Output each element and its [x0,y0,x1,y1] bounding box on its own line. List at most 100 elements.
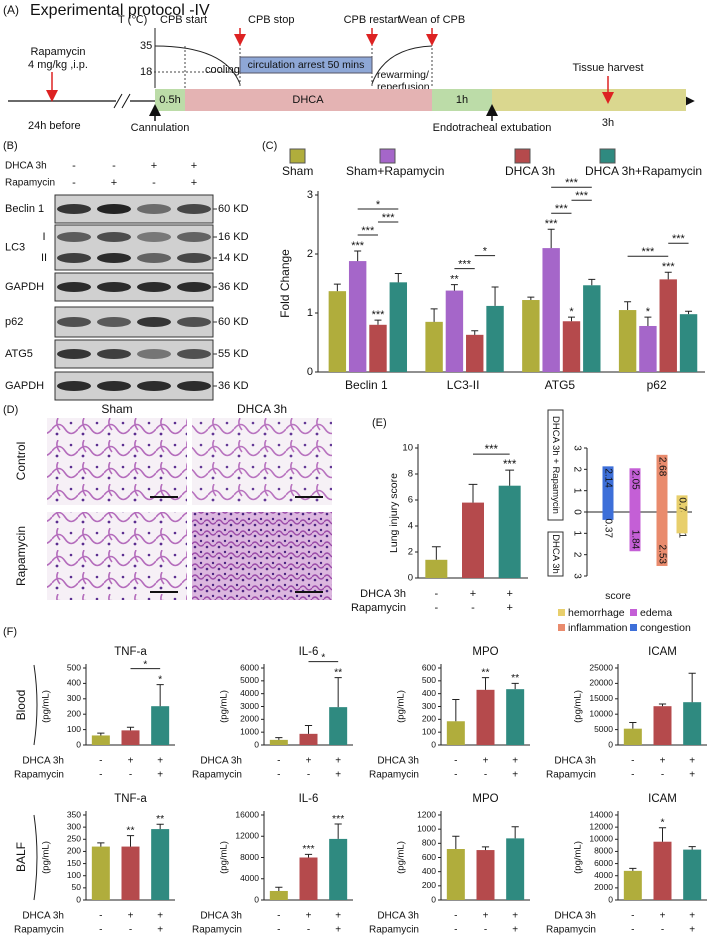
y-tick-label: 4000 [594,870,613,880]
legend-swatch [379,148,396,164]
condition-sign: - [277,911,280,922]
bar [462,502,484,578]
y-tick-label: 600 [422,852,436,862]
y-tick-label: 300 [422,701,436,711]
significance-label: *** [351,240,365,252]
condition-sign: - [661,925,664,936]
significance-label: ** [481,666,489,678]
panel-label: (B) [3,140,18,152]
significance-label: *** [372,309,386,321]
phase [432,89,492,111]
axis-label: score [605,590,631,602]
condition-sign: + [191,160,197,172]
size-label: 36 KD [218,281,249,293]
arrest-box [239,56,373,74]
condition-label: DHCA 3h [554,756,596,767]
condition-sign: - [99,925,102,936]
row-label: Blood [14,690,28,721]
bar [269,739,288,745]
condition-sign: + [157,756,163,767]
error-bar [333,283,341,292]
blot-band [57,381,91,391]
chart-title: MPO [472,793,498,805]
y-axis-label: (pg/mL) [219,841,230,874]
condition-sign: + [335,756,341,767]
error-bar [629,867,637,871]
significance-label: *** [662,261,676,273]
error-bar [511,826,519,839]
condition-sign: - [277,770,280,781]
significance-label: *** [361,225,375,237]
bar [583,285,601,372]
condition-sign: - [307,925,310,936]
blot-band [57,349,91,359]
blot-band [57,232,91,242]
significance-label: *** [641,246,655,258]
y-tick-label: 8000 [240,852,259,862]
y-tick-label: 8 [408,469,413,480]
condition-sign: - [484,925,487,936]
legend-swatch [289,148,306,164]
error-bar [471,330,479,335]
bar [269,890,288,900]
blot-band [137,204,171,214]
bar [486,305,504,372]
bar [683,702,702,745]
legend-label: DHCA 3h+Rapamycin [585,164,702,178]
condition-label: Rapamycin [546,925,596,936]
y-tick-label: 150 [67,858,81,868]
condition-sign: - [112,160,116,172]
event-label: CPB start [160,14,207,26]
y-axis-label: Fold Change [278,249,292,318]
size-label: 60 KD [218,203,249,215]
y-tick-label: 5000 [594,724,613,734]
condition-sign: - [631,925,634,936]
condition-label: Rapamycin [369,770,419,781]
group-box [547,531,564,577]
y-tick-label: 0 [307,366,313,378]
blot-label: LC3 [5,241,25,253]
x-tick-label: LC3-II [447,378,480,392]
y-tick-label: 0 [254,739,259,749]
condition-label: DHCA 3h [200,911,242,922]
condition-sign: - [277,925,280,936]
blot-band [57,204,91,214]
band-label: II [41,252,47,264]
rewarming-label: rewarming/ [377,69,429,81]
panel-label: (D) [3,404,18,416]
condition-sign: - [661,770,664,781]
error-bar [97,842,105,847]
bar [445,290,464,372]
bar [629,468,641,512]
condition-sign: - [631,911,634,922]
condition-sign: + [191,177,197,189]
blot-band [137,381,171,391]
column-label: DHCA 3h [237,402,287,416]
error-bar [354,250,362,262]
y-tick-label: 300 [67,821,81,831]
bar [639,325,657,372]
row-bracket [33,664,38,746]
bar [151,706,170,745]
error-bar [688,672,696,703]
blot-band [177,349,211,359]
y-tick-label: 0 [76,739,81,749]
temp-high: 35 [140,40,152,52]
y-tick-label: 2000 [594,882,613,892]
error-bar [452,698,460,722]
y-tick-label: 16000 [235,809,259,819]
size-label: 55 KD [218,348,249,360]
condition-sign: - [434,588,438,600]
panel-label: (E) [372,417,387,429]
y-axis-label: (pg/mL) [41,841,52,874]
blot-band [137,317,171,327]
significance-label: *** [302,843,314,855]
condition-label: DHCA 3h [554,911,596,922]
group-box [547,409,564,521]
y-tick-label: 250 [67,834,81,844]
phase [185,89,432,111]
y-tick-label: 10000 [589,834,613,844]
condition-sign: + [483,756,489,767]
blot-band [137,253,171,263]
significance-label: *** [672,233,686,245]
